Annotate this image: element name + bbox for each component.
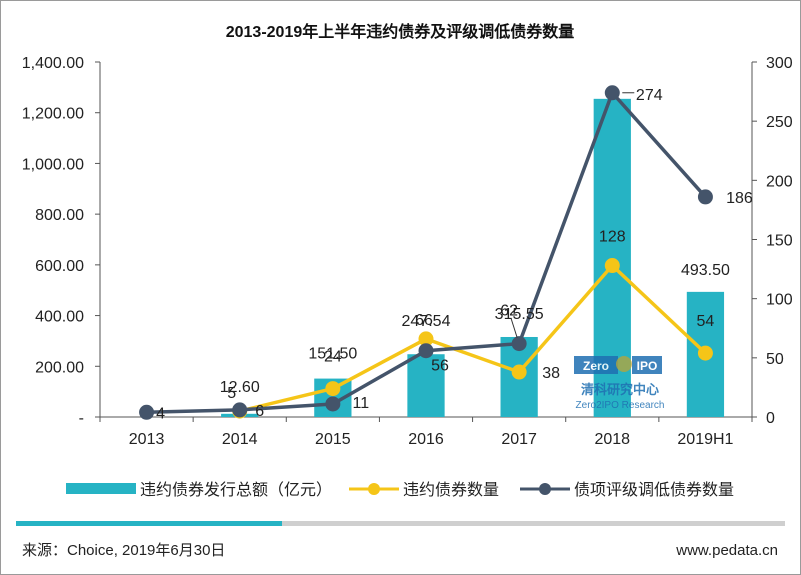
bar-2016 — [407, 354, 445, 417]
legend-downgrade-marker — [539, 483, 551, 495]
right-tick-label: 100 — [766, 292, 793, 309]
x-tick-label: 2015 — [315, 431, 351, 448]
left-tick-label: 600.00 — [35, 258, 84, 275]
footer-source: 来源：Choice, 2019年6月30日 — [22, 542, 225, 559]
default-count-label: 5 — [227, 385, 236, 402]
downgrade-count-point — [325, 396, 341, 412]
left-axis-ticks: - 200.00 400.00 600.00 800.00 1,000.00 1,200.0… — [22, 55, 100, 427]
x-tick-label: 2013 — [129, 431, 165, 448]
right-axis-ticks: 0 50 100 150 200 250 300 — [752, 55, 793, 427]
chart-title: 2013-2019年上半年违约债券及评级调低债券数量 — [226, 22, 575, 41]
downgrade-count-point — [604, 85, 620, 101]
left-tick-label: 1,000.00 — [22, 156, 84, 173]
default-count-label: 128 — [599, 229, 626, 246]
right-tick-label: 150 — [766, 233, 793, 250]
legend-bar-swatch — [66, 483, 136, 494]
default-count-label: 38 — [542, 365, 560, 382]
left-tick-label: 1,400.00 — [22, 55, 84, 72]
watermark-cn: 清科研究中心 — [581, 382, 659, 397]
legend: 违约债券发行总额（亿元） 违约债券数量 债项评级调低债券数量 — [66, 481, 734, 499]
downgrade-count-point — [697, 189, 713, 205]
bar-value-label: 151.50 — [308, 346, 357, 363]
bar-value-label: 12.60 — [220, 379, 260, 396]
line-series — [139, 85, 713, 420]
watermark-logo-box2 — [632, 356, 662, 374]
downgrade-count-point — [511, 336, 527, 352]
downgrade-count-label: 186 — [726, 190, 753, 207]
x-tick-label: 2014 — [222, 431, 258, 448]
bar-value-label: 247.54 — [402, 313, 451, 330]
legend-downgrade-label: 债项评级调低债券数量 — [574, 481, 734, 499]
watermark-en: Zero2IPO Research — [576, 400, 665, 411]
bar-value-label: 493.50 — [681, 262, 730, 279]
right-tick-label: 300 — [766, 55, 793, 72]
footer-accent-bar — [16, 521, 282, 526]
x-axis-ticks: 2013 2014 2015 2016 2017 2018 2019H1 — [99, 417, 753, 448]
right-tick-label: 200 — [766, 173, 793, 190]
legend-default-marker — [368, 483, 380, 495]
x-tick-label: 2017 — [501, 431, 537, 448]
downgrade-count-label: 274 — [636, 87, 663, 104]
downgrade-count-label: 62 — [500, 303, 518, 320]
default-count-point — [604, 258, 620, 274]
default-count-point — [325, 381, 341, 397]
downgrade-count-point — [418, 343, 434, 359]
label-leader-line — [510, 318, 518, 338]
right-tick-label: 250 — [766, 114, 793, 131]
x-tick-label: 2016 — [408, 431, 444, 448]
downgrade-count-label: 6 — [255, 403, 264, 420]
right-tick-label: 50 — [766, 351, 784, 368]
downgrade-count-label: 11 — [353, 395, 370, 412]
default-count-point — [418, 331, 434, 347]
default-count-label: 24 — [324, 349, 342, 366]
left-tick-label: 200.00 — [35, 359, 84, 376]
default-count-point — [511, 364, 527, 380]
x-tick-label: 2018 — [594, 431, 630, 448]
legend-bar-label: 违约债券发行总额（亿元） — [140, 481, 332, 499]
downgrade-count-point — [232, 402, 248, 418]
default-count-point — [697, 345, 713, 361]
left-tick-label: 400.00 — [35, 309, 84, 326]
bar-value-label: 315.55 — [495, 306, 544, 323]
watermark-logo-text2: IPO — [637, 359, 658, 373]
right-tick-label: 0 — [766, 410, 775, 427]
watermark-logo-box — [574, 356, 618, 374]
zero2ipo-watermark: Zero IPO 清科研究中心 Zero2IPO Research — [574, 356, 664, 411]
downgrade-count-label: 4 — [156, 405, 165, 422]
data-labels: 12.60151.50247.54315.551,254.75493.50524… — [156, 87, 753, 422]
watermark-logo-text: Zero — [583, 359, 609, 373]
default-count-label: 54 — [697, 313, 715, 330]
legend-default-label: 违约债券数量 — [403, 481, 499, 499]
left-tick-label: 1,200.00 — [22, 106, 84, 123]
default-count-line — [239, 263, 707, 413]
x-tick-label: 2019H1 — [677, 431, 733, 448]
downgrade-count-point — [139, 404, 155, 420]
watermark-logo-mark — [616, 356, 632, 372]
footer-site: www.pedata.cn — [675, 542, 778, 559]
downgrade-count-label: 56 — [431, 358, 449, 375]
default-count-label: 66 — [415, 312, 433, 329]
footer-separator — [282, 521, 785, 526]
left-tick-label: - — [79, 410, 84, 427]
left-tick-label: 800.00 — [35, 207, 84, 224]
